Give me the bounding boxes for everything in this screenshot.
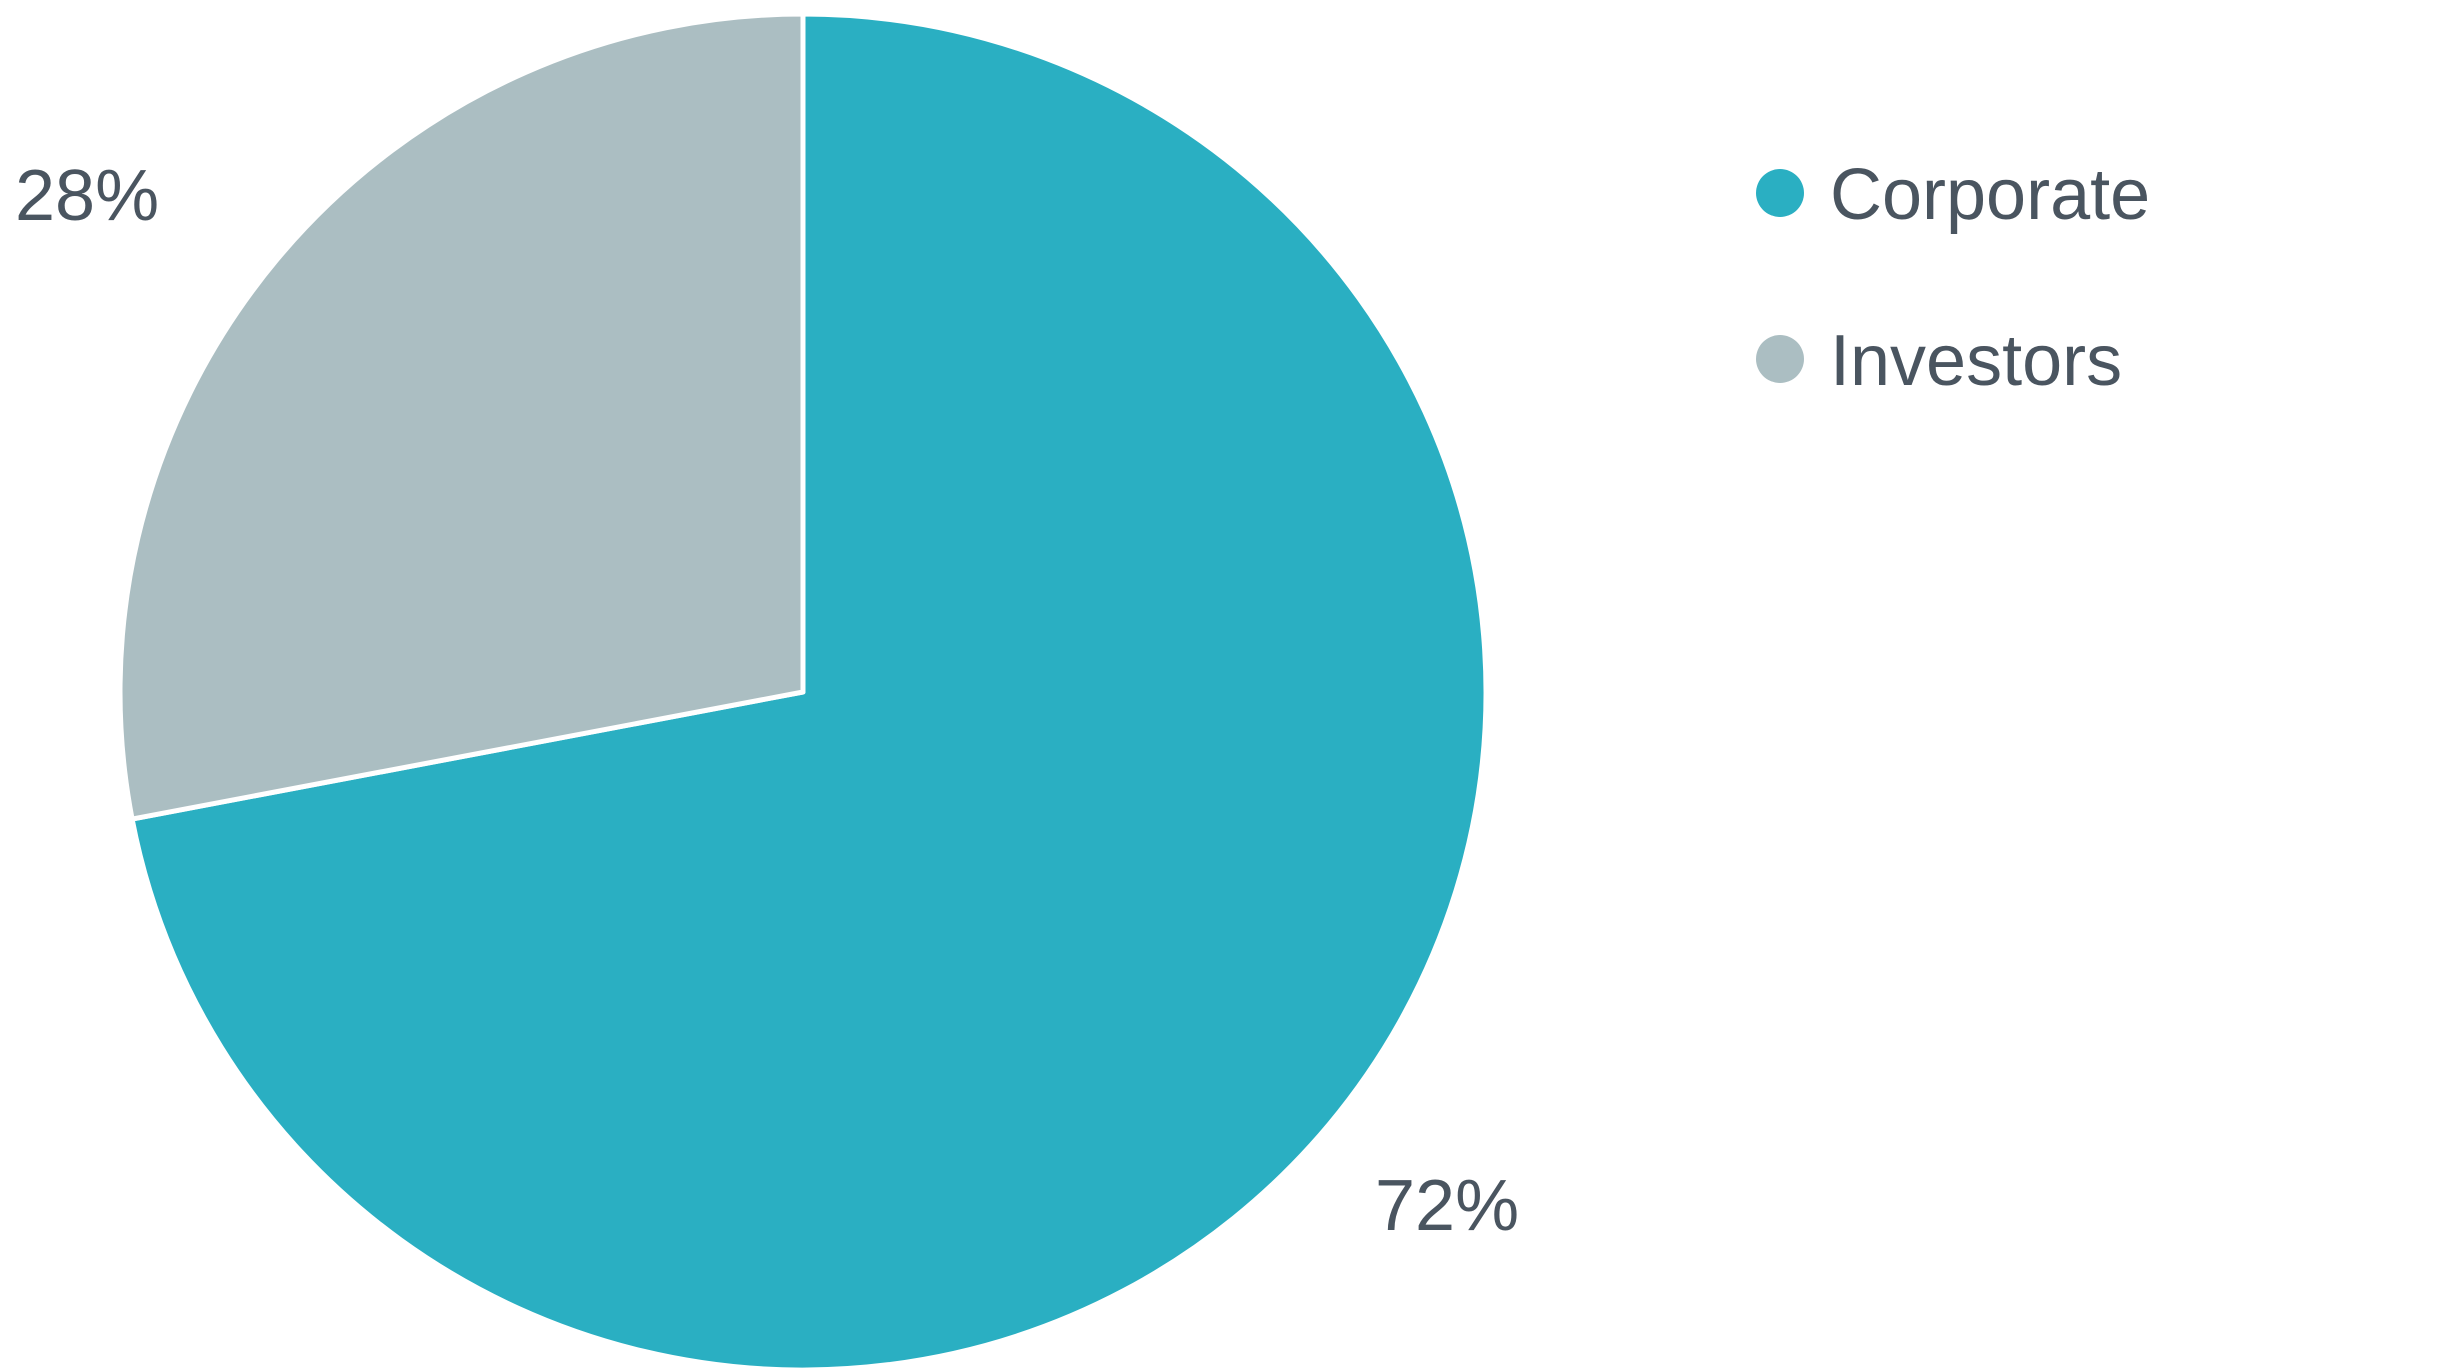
- legend-marker-investors: [1756, 335, 1804, 383]
- chart-legend: Corporate Investors: [1756, 155, 2150, 401]
- pie-slice-investors: [117, 11, 806, 822]
- pie-slices: [117, 11, 1489, 1372]
- legend-label-corporate: Corporate: [1830, 155, 2150, 235]
- legend-label-investors: Investors: [1830, 321, 2122, 401]
- pie-slice-corporate: [129, 11, 1489, 1372]
- legend-marker-corporate: [1756, 169, 1804, 217]
- pie-label-investors: 28%: [15, 156, 159, 236]
- pie-label-corporate: 72%: [1375, 1166, 1519, 1246]
- pie-labels: 72% 28%: [15, 156, 1519, 1246]
